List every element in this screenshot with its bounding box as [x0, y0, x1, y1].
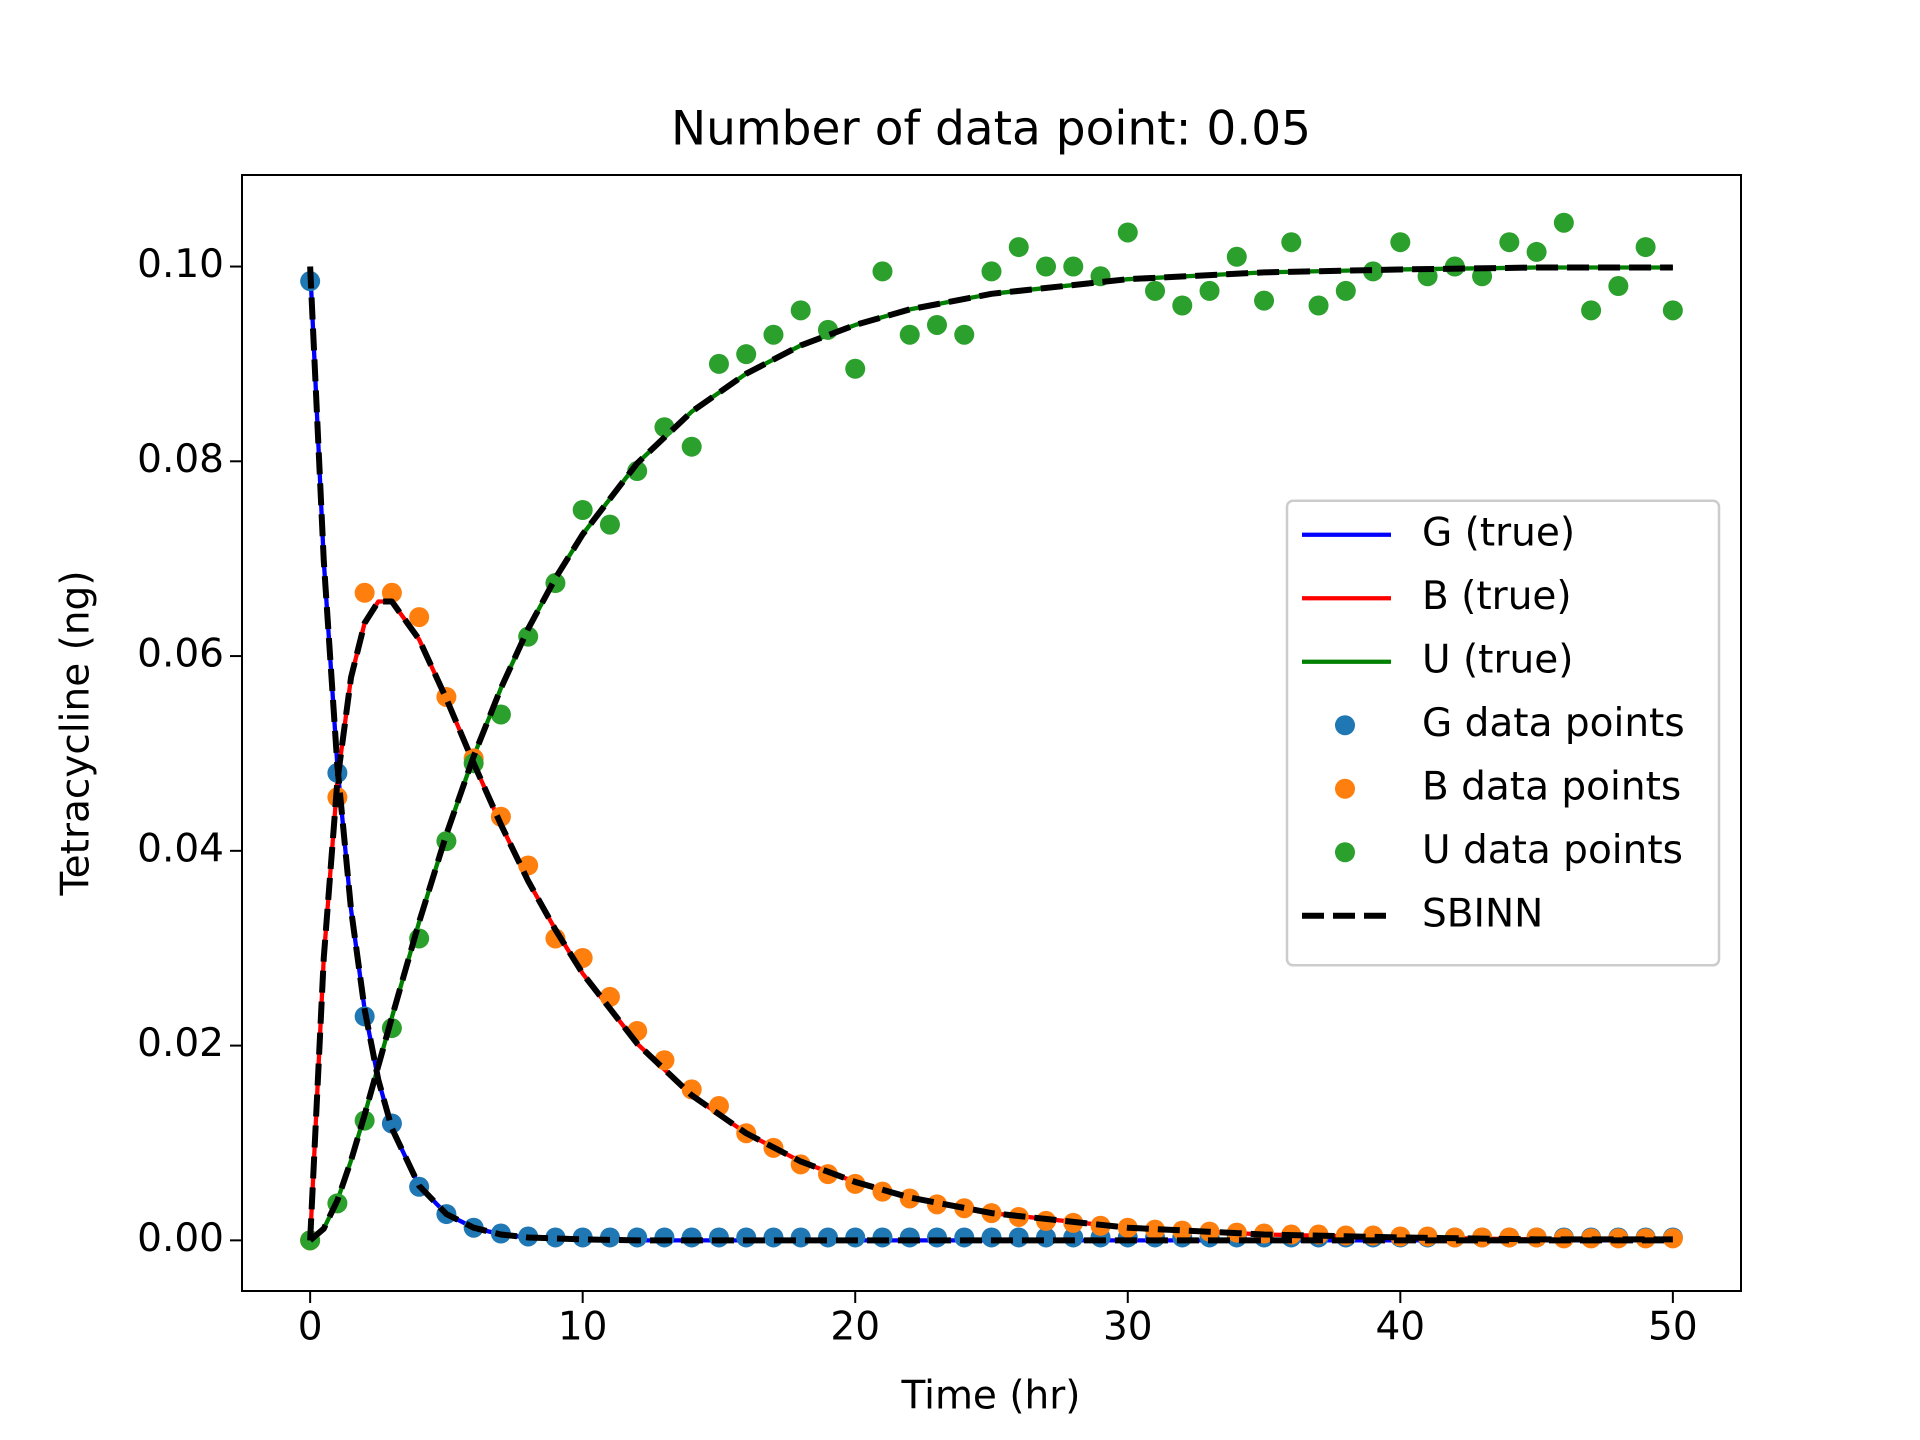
y-tick-label: 0.00: [137, 1216, 224, 1261]
legend-label: G (true): [1422, 510, 1575, 555]
legend-marker: [1335, 778, 1355, 799]
y-axis-label: Tetracycline (ng): [54, 570, 99, 896]
data-point: [981, 261, 1002, 282]
data-point: [681, 1079, 702, 1100]
data-point: [1635, 237, 1656, 258]
data-point: [1063, 256, 1084, 277]
data-point: [1036, 256, 1057, 277]
data-point: [899, 324, 920, 345]
legend-marker: [1335, 715, 1355, 736]
data-point: [1581, 300, 1602, 321]
legend-label: B (true): [1422, 574, 1572, 619]
data-point: [1254, 290, 1275, 311]
data-point: [1145, 1219, 1166, 1240]
legend-label: SBINN: [1422, 891, 1543, 936]
data-point: [1308, 295, 1329, 316]
data-point: [872, 261, 893, 282]
y-tick-label: 0.08: [137, 437, 224, 482]
data-point: [1117, 222, 1138, 243]
data-point: [790, 300, 811, 321]
data-point: [926, 314, 947, 335]
data-point: [708, 1095, 729, 1116]
y-tick-label: 0.06: [137, 632, 224, 677]
data-point: [1145, 280, 1166, 301]
data-point: [572, 499, 593, 520]
data-point: [1172, 1220, 1193, 1241]
data-point: [572, 1227, 593, 1248]
data-point: [1199, 280, 1220, 301]
data-point: [954, 1198, 975, 1219]
data-point: [518, 855, 539, 876]
data-point: [1390, 232, 1411, 253]
x-tick-label: 0: [298, 1305, 323, 1350]
x-axis-label: Time (hr): [900, 1374, 1080, 1419]
data-point: [1226, 246, 1247, 267]
data-point: [1281, 232, 1302, 253]
model-curve: [307, 598, 1673, 1243]
model-curve: [308, 264, 1673, 1243]
data-point: [354, 582, 375, 603]
data-point: [1662, 300, 1683, 321]
data-point: [845, 358, 866, 379]
data-point: [954, 324, 975, 345]
data-point: [1172, 295, 1193, 316]
data-point: [490, 806, 511, 827]
data-point: [545, 1227, 566, 1248]
data-point: [1335, 280, 1356, 301]
data-point: [1553, 212, 1574, 233]
data-point: [381, 582, 402, 603]
data-point: [681, 436, 702, 457]
data-point: [1608, 276, 1629, 297]
y-tick-label: 0.02: [137, 1021, 224, 1066]
data-point: [1363, 261, 1384, 282]
legend-label: G data points: [1422, 701, 1685, 746]
y-tick-label: 0.10: [137, 242, 224, 287]
data-point: [899, 1188, 920, 1209]
legend-marker: [1335, 842, 1355, 863]
data-point: [654, 417, 675, 438]
legend-label: B data points: [1422, 764, 1681, 809]
axes-frame: [241, 174, 1742, 1292]
legend-box: [1285, 499, 1721, 967]
x-tick-label: 50: [1648, 1305, 1698, 1350]
data-point: [490, 704, 511, 725]
data-point: [736, 344, 757, 365]
legend-label: U (true): [1422, 637, 1573, 682]
x-tick-label: 10: [558, 1305, 608, 1350]
data-point: [763, 324, 784, 345]
data-point: [1008, 237, 1029, 258]
data-point: [1526, 241, 1547, 262]
legend-label: U data points: [1422, 828, 1683, 873]
y-tick-label: 0.04: [137, 826, 224, 871]
x-tick-label: 40: [1375, 1305, 1425, 1350]
data-point: [599, 514, 620, 535]
data-point: [409, 607, 430, 628]
data-point: [708, 353, 729, 374]
chart-title: Number of data point: 0.05: [671, 102, 1311, 157]
plot-area: [300, 212, 1683, 1251]
model-curve: [307, 266, 1673, 1244]
data-point: [1499, 232, 1520, 253]
x-tick-label: 30: [1103, 1305, 1153, 1350]
data-point: [599, 986, 620, 1007]
x-tick-label: 20: [830, 1305, 880, 1350]
